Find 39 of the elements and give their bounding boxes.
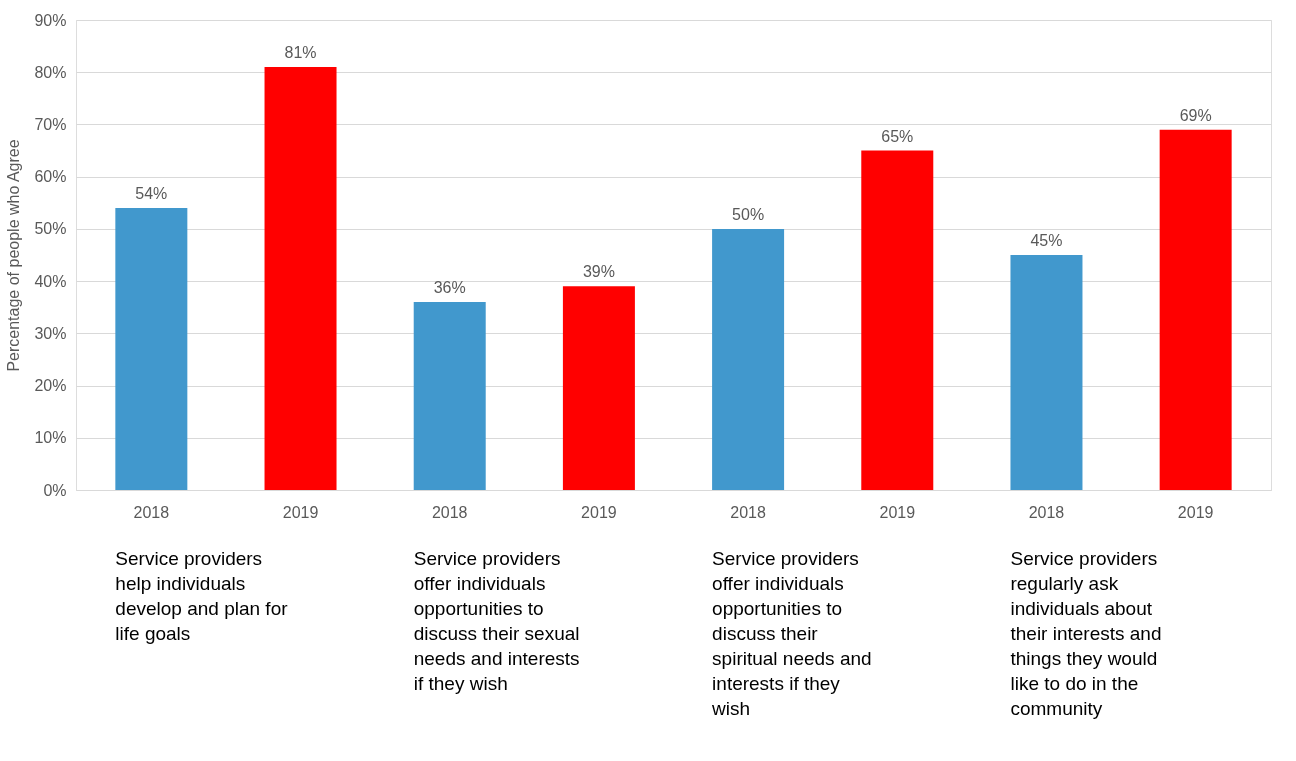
- y-tick-label: 60%: [34, 168, 67, 186]
- data-label: 45%: [1030, 232, 1063, 249]
- x-tick-label: 2019: [581, 503, 617, 521]
- data-label: 50%: [732, 205, 765, 223]
- bar: [562, 286, 635, 490]
- text: Service providers offer individuals opportunities to discuss their sexual needs and interests if they wish: [413, 548, 580, 694]
- data-label: 65%: [881, 127, 914, 145]
- y-axis-title: Percentage of people who Agree: [5, 139, 23, 372]
- data-label: 69%: [1179, 106, 1212, 124]
- y-tick-label: 50%: [34, 220, 67, 238]
- data-label: 81%: [284, 44, 317, 61]
- x-tick-label: 2019: [879, 503, 916, 521]
- x-tick-label: 2019: [1177, 503, 1214, 521]
- x-tick-label: 2018: [133, 503, 170, 521]
- bar: [413, 302, 486, 490]
- data-label: 39%: [582, 263, 615, 281]
- x-tick-label: 2018: [431, 503, 468, 521]
- bar: [115, 208, 188, 490]
- y-tick-label: 10%: [34, 429, 67, 447]
- bar: [264, 67, 337, 490]
- y-tick-label: 0%: [43, 481, 67, 499]
- data-label: 36%: [433, 279, 466, 296]
- y-tick-label: 30%: [34, 324, 67, 342]
- data-label: 54%: [135, 185, 168, 202]
- y-tick-label: 20%: [34, 377, 67, 395]
- text: Service providers help individuals develop and plan for life goals: [115, 548, 289, 644]
- bar: [1159, 129, 1232, 490]
- y-tick-label: 90%: [34, 11, 67, 29]
- bar: [712, 228, 785, 490]
- bar: [861, 150, 934, 490]
- x-tick-label: 2018: [1028, 503, 1065, 521]
- y-tick-label: 40%: [34, 272, 67, 290]
- x-tick-label: 2018: [730, 503, 766, 521]
- text: Service providers regularly ask individuals about their interests and things they would like to do in the community: [1010, 548, 1162, 719]
- y-tick-label: 70%: [34, 115, 67, 133]
- y-tick-label: 80%: [34, 63, 67, 81]
- bar: [1010, 255, 1083, 490]
- text: Service providers offer individuals opportunities to discuss their spiritual needs and interests if they wish: [711, 548, 872, 719]
- x-tick-label: 2019: [282, 503, 319, 521]
